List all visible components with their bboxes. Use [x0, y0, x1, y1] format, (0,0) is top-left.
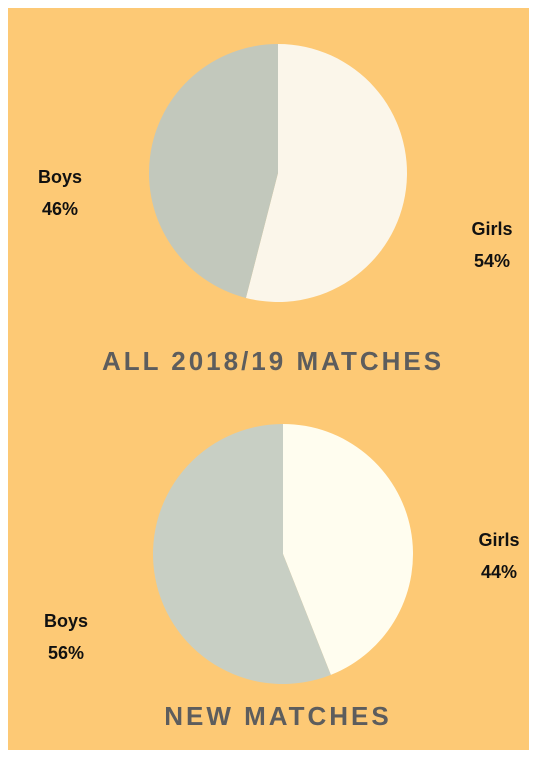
chart-title: NEW MATCHES: [164, 701, 392, 731]
slice-label-name: Girls: [478, 530, 519, 550]
pie-slice: [245, 44, 407, 302]
slice-label-value: 54%: [474, 251, 510, 271]
slice-label-name: Boys: [38, 167, 82, 187]
slice-label-value: 46%: [42, 199, 78, 219]
chart-title: ALL 2018/19 MATCHES: [102, 346, 444, 376]
pie-slice: [148, 44, 278, 298]
slice-label-value: 56%: [48, 643, 84, 663]
slice-label-value: 44%: [481, 562, 517, 582]
pie-slice: [283, 424, 414, 675]
pie-slice: [153, 424, 331, 684]
slice-label-name: Boys: [44, 611, 88, 631]
slice-label-name: Girls: [471, 219, 512, 239]
